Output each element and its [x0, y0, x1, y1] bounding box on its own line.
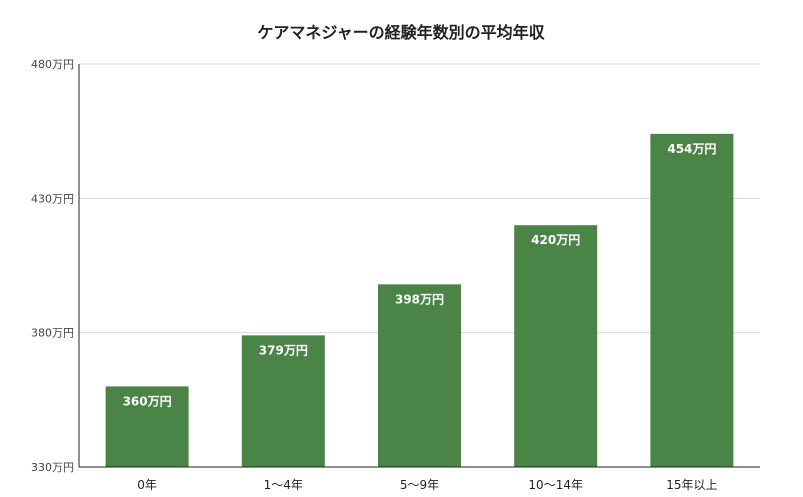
data-label: 420万円	[531, 233, 580, 247]
data-label: 398万円	[395, 292, 444, 306]
bar	[378, 284, 461, 467]
y-axis-ticks: 330万円 380万円 430万円 480万円	[31, 58, 74, 474]
data-label: 360万円	[123, 394, 172, 408]
y-tick-label: 480万円	[31, 58, 74, 71]
data-labels: 360万円 379万円 398万円 420万円 454万円	[123, 142, 717, 409]
y-tick-label: 430万円	[31, 192, 74, 205]
x-tick-label: 5〜9年	[400, 478, 439, 492]
x-tick-label: 15年以上	[666, 478, 717, 492]
y-tick-label: 380万円	[31, 327, 74, 340]
chart-title: ケアマネジャーの経験年数別の平均年収	[257, 23, 545, 42]
y-tick-label: 330万円	[31, 461, 74, 474]
data-label: 379万円	[259, 343, 308, 357]
x-tick-label: 1〜4年	[264, 478, 303, 492]
data-label: 454万円	[667, 142, 716, 156]
bar	[105, 386, 189, 467]
bars	[105, 133, 734, 467]
x-tick-label: 0年	[137, 478, 157, 492]
bar	[514, 225, 598, 467]
x-axis-categories: 0年 1〜4年 5〜9年 10〜14年 15年以上	[137, 478, 717, 492]
bar	[241, 335, 325, 467]
x-tick-label: 10〜14年	[528, 478, 583, 492]
bar	[650, 133, 734, 467]
